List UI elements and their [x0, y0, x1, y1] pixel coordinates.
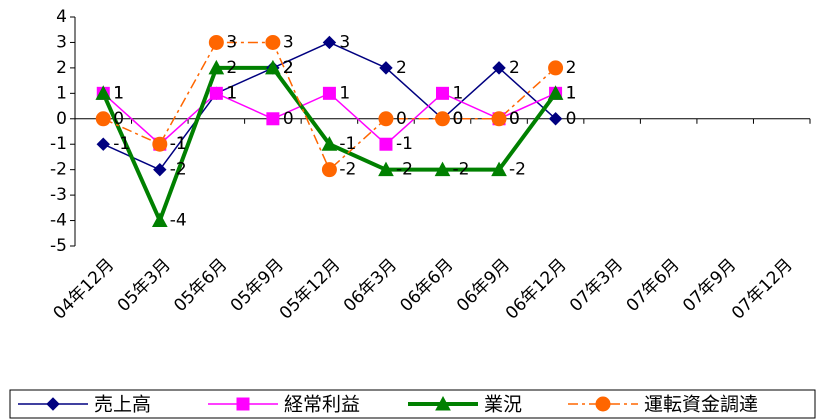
- x-tick-label: 06年6月: [396, 255, 457, 316]
- data-label: 3: [339, 32, 350, 52]
- data-label: -2: [396, 160, 413, 180]
- data-label: -2: [170, 160, 187, 180]
- x-tick-label: 07年3月: [566, 255, 627, 316]
- marker: [266, 112, 280, 126]
- marker: [434, 161, 451, 177]
- marker: [265, 34, 281, 50]
- marker: [322, 86, 336, 100]
- data-label: 2: [283, 58, 294, 78]
- marker: [548, 60, 564, 76]
- data-label: -1: [170, 134, 187, 154]
- data-label: 1: [113, 83, 124, 103]
- x-tick-label: 07年6月: [623, 255, 684, 316]
- data-label: 2: [226, 58, 237, 78]
- data-label: -1: [339, 134, 356, 154]
- data-label: 1: [453, 83, 464, 103]
- marker: [321, 162, 337, 178]
- data-label: 1: [226, 83, 237, 103]
- marker: [151, 212, 168, 228]
- marker: [209, 86, 223, 100]
- data-label: 0: [509, 109, 520, 129]
- y-tick-label: -5: [50, 236, 67, 256]
- y-tick-label: 0: [56, 109, 67, 129]
- data-label: 3: [226, 32, 237, 52]
- marker: [152, 136, 168, 152]
- data-label: 3: [283, 32, 294, 52]
- legend-marker: [236, 397, 250, 411]
- x-tick-label: 04年12月: [50, 255, 119, 324]
- y-tick-label: 2: [56, 58, 67, 78]
- data-label: 0: [453, 109, 464, 129]
- x-tick-label: 07年12月: [728, 255, 797, 324]
- x-tick-label: 05年3月: [114, 255, 175, 316]
- data-label: 0: [509, 109, 520, 129]
- marker: [321, 136, 338, 151]
- marker: [378, 111, 394, 127]
- legend-label: 業況: [484, 394, 522, 416]
- legend-marker: [46, 397, 60, 411]
- data-label: 1: [339, 83, 350, 103]
- y-tick-label: 1: [56, 83, 67, 103]
- data-label: 2: [566, 58, 577, 78]
- marker: [379, 137, 393, 151]
- marker: [435, 111, 450, 127]
- y-tick-label: 3: [56, 32, 67, 52]
- data-label: 0: [113, 109, 124, 129]
- legend-label: 売上高: [94, 394, 151, 416]
- data-label: 1: [113, 83, 124, 103]
- series-line: [102, 41, 557, 171]
- data-label: -2: [453, 160, 470, 180]
- x-tick-label: 05年6月: [170, 255, 231, 316]
- data-label: -2: [339, 160, 356, 180]
- x-tick-label: 06年12月: [502, 255, 571, 324]
- marker: [208, 59, 225, 75]
- data-label: 0: [566, 109, 577, 129]
- marker: [548, 112, 563, 126]
- y-tick-label: -3: [50, 185, 67, 205]
- marker: [95, 85, 112, 100]
- data-label: -1: [113, 134, 130, 154]
- marker: [379, 61, 393, 75]
- data-label: 2: [396, 58, 407, 78]
- legend-marker: [435, 395, 451, 411]
- data-label: -1: [170, 134, 187, 154]
- legend-marker: [595, 396, 611, 412]
- marker: [322, 35, 337, 50]
- marker: [436, 86, 449, 100]
- data-label: 2: [283, 58, 294, 78]
- marker: [492, 61, 506, 75]
- data-label: -2: [509, 160, 526, 180]
- y-tick-label: -1: [50, 134, 67, 154]
- data-label: 0: [453, 109, 464, 129]
- marker: [95, 111, 111, 127]
- marker: [547, 85, 564, 100]
- marker: [491, 161, 507, 177]
- legend-box: [9, 389, 816, 419]
- data-label: -4: [170, 211, 187, 231]
- marker: [208, 34, 224, 50]
- y-tick-label: -4: [50, 211, 67, 231]
- x-tick-label: 05年12月: [276, 255, 345, 324]
- marker: [153, 162, 167, 177]
- y-tick-label: -2: [50, 160, 67, 180]
- data-label: 1: [226, 83, 237, 103]
- legend-label: 運転資金調達: [644, 394, 758, 416]
- legend-label: 経常利益: [284, 394, 360, 416]
- data-label: -1: [396, 134, 413, 154]
- marker: [378, 161, 394, 177]
- marker: [265, 59, 281, 75]
- data-label: 0: [283, 109, 294, 129]
- data-label: 1: [566, 83, 577, 103]
- y-tick-label: 4: [56, 7, 67, 27]
- marker: [96, 137, 110, 151]
- x-tick-label: 06年3月: [340, 255, 401, 316]
- marker: [491, 111, 507, 127]
- data-label: 1: [566, 83, 577, 103]
- data-label: 0: [396, 109, 407, 129]
- data-label: 2: [509, 58, 520, 78]
